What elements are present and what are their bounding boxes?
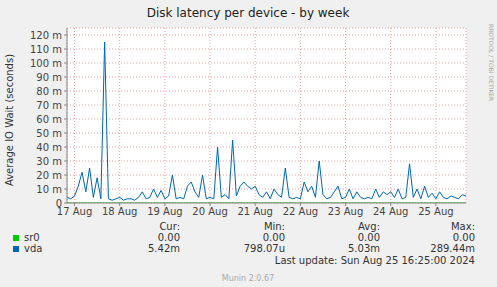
svg-text:0: 0 bbox=[56, 198, 62, 209]
svg-text:21 Aug: 21 Aug bbox=[237, 206, 272, 217]
svg-text:Munin 2.0.67: Munin 2.0.67 bbox=[222, 274, 274, 283]
svg-text:110 m: 110 m bbox=[30, 44, 62, 55]
svg-text:Avg:: Avg: bbox=[358, 221, 380, 232]
svg-text:100 m: 100 m bbox=[30, 58, 62, 69]
svg-text:70 m: 70 m bbox=[36, 100, 62, 111]
svg-text:289.44m: 289.44m bbox=[430, 243, 475, 254]
svg-text:22 Aug: 22 Aug bbox=[283, 206, 318, 217]
svg-text:RRDTOOL / TOBI OETIKER: RRDTOOL / TOBI OETIKER bbox=[488, 24, 489, 101]
svg-text:20 m: 20 m bbox=[36, 170, 62, 181]
svg-text:798.07u: 798.07u bbox=[244, 243, 285, 254]
svg-text:Cur:: Cur: bbox=[159, 221, 180, 232]
svg-text:sr0: sr0 bbox=[24, 232, 40, 243]
svg-text:60 m: 60 m bbox=[36, 114, 62, 125]
svg-text:20 Aug: 20 Aug bbox=[192, 206, 227, 217]
svg-text:40 m: 40 m bbox=[36, 142, 62, 153]
svg-text:0.00: 0.00 bbox=[453, 232, 475, 243]
svg-text:30 m: 30 m bbox=[36, 156, 62, 167]
svg-text:50 m: 50 m bbox=[36, 128, 62, 139]
svg-text:0.00: 0.00 bbox=[263, 232, 285, 243]
svg-text:Last update: Sun Aug 25 16:25:: Last update: Sun Aug 25 16:25:00 2024 bbox=[275, 255, 475, 266]
svg-text:24 Aug: 24 Aug bbox=[373, 206, 408, 217]
svg-text:10 m: 10 m bbox=[36, 184, 62, 195]
svg-text:0.00: 0.00 bbox=[358, 232, 380, 243]
svg-text:Average IO Wait (seconds): Average IO Wait (seconds) bbox=[8, 54, 15, 186]
svg-text:25 Aug: 25 Aug bbox=[418, 206, 453, 217]
svg-text:80 m: 80 m bbox=[36, 86, 62, 97]
svg-text:18 Aug: 18 Aug bbox=[102, 206, 137, 217]
svg-text:23 Aug: 23 Aug bbox=[328, 206, 363, 217]
svg-text:Max:: Max: bbox=[451, 221, 475, 232]
svg-text:vda: vda bbox=[24, 243, 42, 254]
svg-text:120 m: 120 m bbox=[30, 30, 62, 41]
svg-text:0.00: 0.00 bbox=[158, 232, 180, 243]
svg-text:5.42m: 5.42m bbox=[148, 243, 180, 254]
svg-text:Disk latency per device - by w: Disk latency per device - by week bbox=[147, 6, 350, 20]
svg-text:17 Aug: 17 Aug bbox=[57, 206, 92, 217]
svg-text:90 m: 90 m bbox=[36, 72, 62, 83]
svg-text:19 Aug: 19 Aug bbox=[147, 206, 182, 217]
svg-text:Min:: Min: bbox=[264, 221, 285, 232]
svg-text:5.03m: 5.03m bbox=[348, 243, 380, 254]
